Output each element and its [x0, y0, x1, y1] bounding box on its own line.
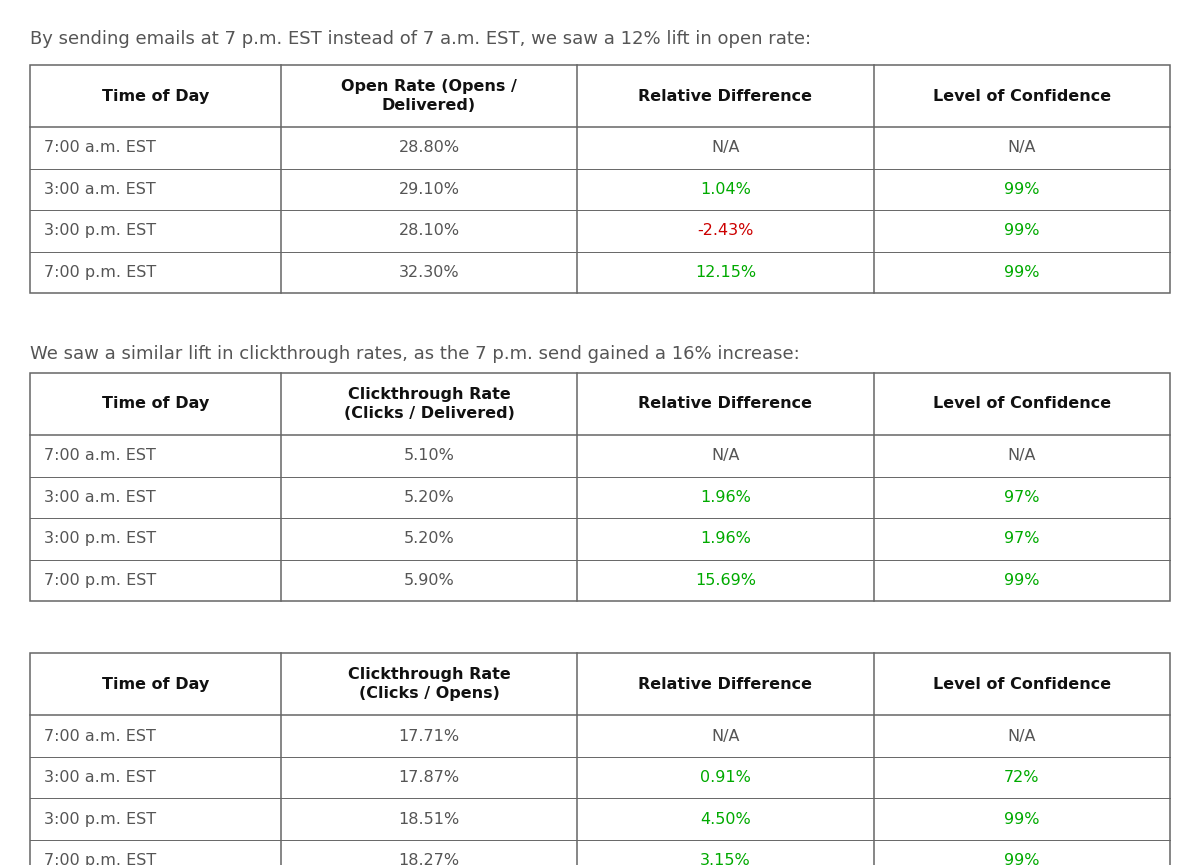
Text: 17.71%: 17.71% — [398, 728, 460, 744]
Text: 99%: 99% — [1004, 573, 1039, 588]
Text: 4.50%: 4.50% — [700, 811, 751, 827]
Text: 29.10%: 29.10% — [398, 182, 460, 197]
Text: 12.15%: 12.15% — [695, 265, 756, 280]
Text: 99%: 99% — [1004, 265, 1039, 280]
Text: Relative Difference: Relative Difference — [638, 676, 812, 692]
Text: 7:00 a.m. EST: 7:00 a.m. EST — [44, 140, 156, 156]
Text: 5.20%: 5.20% — [403, 490, 455, 505]
Text: Level of Confidence: Level of Confidence — [932, 396, 1111, 412]
Text: 7:00 p.m. EST: 7:00 p.m. EST — [44, 265, 157, 280]
Text: N/A: N/A — [712, 448, 739, 464]
Text: 5.10%: 5.10% — [403, 448, 455, 464]
Text: 1.96%: 1.96% — [700, 531, 751, 547]
Text: Time of Day: Time of Day — [102, 676, 209, 692]
Text: Time of Day: Time of Day — [102, 88, 209, 104]
Text: 5.20%: 5.20% — [403, 531, 455, 547]
Text: 17.87%: 17.87% — [398, 770, 460, 785]
Text: 28.80%: 28.80% — [398, 140, 460, 156]
Text: 7:00 p.m. EST: 7:00 p.m. EST — [44, 573, 157, 588]
Text: N/A: N/A — [712, 140, 739, 156]
Text: We saw a similar lift in clickthrough rates, as the 7 p.m. send gained a 16% inc: We saw a similar lift in clickthrough ra… — [30, 345, 799, 363]
Text: 7:00 a.m. EST: 7:00 a.m. EST — [44, 728, 156, 744]
Text: 1.96%: 1.96% — [700, 490, 751, 505]
Text: By sending emails at 7 p.m. EST instead of 7 a.m. EST, we saw a 12% lift in open: By sending emails at 7 p.m. EST instead … — [30, 30, 811, 48]
Text: 32.30%: 32.30% — [398, 265, 460, 280]
Text: Open Rate (Opens /
Delivered): Open Rate (Opens / Delivered) — [341, 79, 517, 113]
Text: 7:00 a.m. EST: 7:00 a.m. EST — [44, 448, 156, 464]
Text: 97%: 97% — [1004, 490, 1039, 505]
Text: Clickthrough Rate
(Clicks / Opens): Clickthrough Rate (Clicks / Opens) — [348, 667, 510, 702]
Text: 97%: 97% — [1004, 531, 1039, 547]
Text: N/A: N/A — [1008, 728, 1036, 744]
Text: 15.69%: 15.69% — [695, 573, 756, 588]
Text: 3:00 p.m. EST: 3:00 p.m. EST — [44, 531, 156, 547]
Text: 3.15%: 3.15% — [700, 853, 751, 865]
Text: 1.04%: 1.04% — [700, 182, 751, 197]
Text: 99%: 99% — [1004, 853, 1039, 865]
Text: Level of Confidence: Level of Confidence — [932, 88, 1111, 104]
Text: N/A: N/A — [712, 728, 739, 744]
Text: N/A: N/A — [1008, 140, 1036, 156]
Bar — [30, 653, 1170, 865]
Text: 3:00 p.m. EST: 3:00 p.m. EST — [44, 223, 156, 239]
Bar — [30, 373, 1170, 601]
Text: 99%: 99% — [1004, 182, 1039, 197]
Text: 3:00 p.m. EST: 3:00 p.m. EST — [44, 811, 156, 827]
Text: 3:00 a.m. EST: 3:00 a.m. EST — [44, 490, 156, 505]
Text: Clickthrough Rate
(Clicks / Delivered): Clickthrough Rate (Clicks / Delivered) — [343, 387, 515, 421]
Text: 18.51%: 18.51% — [398, 811, 460, 827]
Bar — [30, 65, 1170, 293]
Text: 99%: 99% — [1004, 811, 1039, 827]
Text: Time of Day: Time of Day — [102, 396, 209, 412]
Text: -2.43%: -2.43% — [697, 223, 754, 239]
Text: 0.91%: 0.91% — [700, 770, 751, 785]
Text: 18.27%: 18.27% — [398, 853, 460, 865]
Text: 5.90%: 5.90% — [403, 573, 455, 588]
Text: N/A: N/A — [1008, 448, 1036, 464]
Text: 3:00 a.m. EST: 3:00 a.m. EST — [44, 770, 156, 785]
Text: 99%: 99% — [1004, 223, 1039, 239]
Text: 7:00 p.m. EST: 7:00 p.m. EST — [44, 853, 157, 865]
Text: Relative Difference: Relative Difference — [638, 88, 812, 104]
Text: Relative Difference: Relative Difference — [638, 396, 812, 412]
Text: 3:00 a.m. EST: 3:00 a.m. EST — [44, 182, 156, 197]
Text: 28.10%: 28.10% — [398, 223, 460, 239]
Text: 72%: 72% — [1004, 770, 1039, 785]
Text: Level of Confidence: Level of Confidence — [932, 676, 1111, 692]
